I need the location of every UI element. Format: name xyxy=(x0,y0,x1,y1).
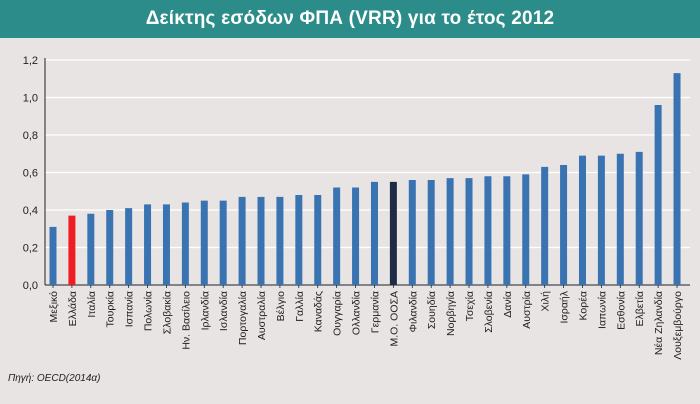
bar xyxy=(295,195,303,285)
bar xyxy=(106,210,114,285)
x-tick-label: Χιλή xyxy=(540,291,552,312)
bar xyxy=(408,180,416,285)
x-tick-label: Σλοβακία xyxy=(161,291,173,334)
y-tick-label: 0,2 xyxy=(23,243,38,255)
x-tick-label: Εσθονία xyxy=(615,291,627,330)
bar xyxy=(654,105,662,285)
bar xyxy=(257,196,265,285)
x-tick-label: Σλοβενία xyxy=(483,291,495,333)
y-tick-label: 0,8 xyxy=(23,130,38,142)
x-tick-label: Ιταλία xyxy=(86,291,98,318)
bar xyxy=(427,180,435,285)
bar xyxy=(181,202,189,285)
x-tick-label: Μεξικό xyxy=(48,291,60,323)
x-tick-label: Τουρκία xyxy=(105,291,117,327)
bar xyxy=(541,166,549,285)
bar xyxy=(125,208,133,285)
x-tick-label: Πολωνία xyxy=(143,291,155,331)
bar xyxy=(162,204,170,285)
x-tick-label: Δανία xyxy=(502,291,514,318)
bar xyxy=(87,213,95,285)
x-tick-label: Ολλανδία xyxy=(351,291,363,335)
x-tick-label: Ουγγαρία xyxy=(332,291,344,336)
x-tick-label: Ελβετία xyxy=(634,291,646,327)
bar xyxy=(219,200,227,285)
x-tick-label: Κορέα xyxy=(577,291,589,320)
x-tick-label: Νορβηγία xyxy=(445,291,457,336)
x-tick-label: Τσεχία xyxy=(464,291,476,321)
x-tick-label: Ελλάδα xyxy=(67,291,79,326)
bar xyxy=(673,73,681,285)
bar xyxy=(389,181,397,285)
y-tick-label: 0,6 xyxy=(23,168,38,180)
bar xyxy=(597,155,605,285)
x-tick-label: Αυστρία xyxy=(521,291,533,329)
x-tick-label: Ισλανδία xyxy=(218,291,230,331)
source-note: Πηγή: OECD(2014α) xyxy=(8,373,101,384)
x-tick-label: Ην. Βασίλειο xyxy=(180,291,192,350)
y-tick-label: 1,2 xyxy=(23,55,38,67)
bar xyxy=(49,226,57,285)
x-tick-label: Πορτογαλία xyxy=(237,291,249,345)
y-tick-label: 0,4 xyxy=(23,205,38,217)
chart-header: Δείκτης εσόδων ΦΠΑ (VRR) για το έτος 201… xyxy=(0,0,700,38)
x-tick-label: Βέλγιο xyxy=(275,291,287,322)
chart-title: Δείκτης εσόδων ΦΠΑ (VRR) για το έτος 201… xyxy=(145,8,555,29)
bar xyxy=(484,176,492,285)
bar xyxy=(314,195,322,285)
x-tick-label: Σουηδία xyxy=(426,291,438,329)
bar xyxy=(635,151,643,285)
y-tick-label: 0,0 xyxy=(23,280,38,292)
x-tick-label: Ιρλανδία xyxy=(199,291,211,330)
bar xyxy=(446,178,454,285)
y-tick-label: 1,0 xyxy=(23,93,38,105)
bar xyxy=(276,196,284,285)
bar xyxy=(465,178,473,285)
bar xyxy=(560,165,568,285)
bar xyxy=(522,174,530,285)
x-tick-label: Ισπανία xyxy=(124,291,136,327)
x-tick-label: Αυστραλία xyxy=(256,291,268,340)
bar xyxy=(616,153,624,285)
bar xyxy=(333,187,341,285)
x-tick-label: Γερμανία xyxy=(369,291,381,333)
bar xyxy=(370,181,378,285)
bar xyxy=(578,155,586,285)
x-tick-label: Ιαπωνία xyxy=(596,291,608,329)
bar xyxy=(503,176,511,285)
bar xyxy=(68,215,76,285)
bar xyxy=(144,204,152,285)
x-tick-label: Νέα Ζηλανδία xyxy=(653,291,665,355)
x-tick-label: Ισραήλ xyxy=(559,290,571,323)
bar xyxy=(200,200,208,285)
bar xyxy=(352,187,360,285)
x-tick-label: Λουξεμβούργο xyxy=(672,291,684,360)
x-tick-label: Φιλανδία xyxy=(407,291,419,332)
x-tick-label: Γαλλία xyxy=(294,291,306,322)
x-tick-label: Μ.Ο. ΟΟΣΑ xyxy=(388,291,400,347)
x-tick-label: Καναδάς xyxy=(313,291,325,332)
bar xyxy=(238,196,246,285)
